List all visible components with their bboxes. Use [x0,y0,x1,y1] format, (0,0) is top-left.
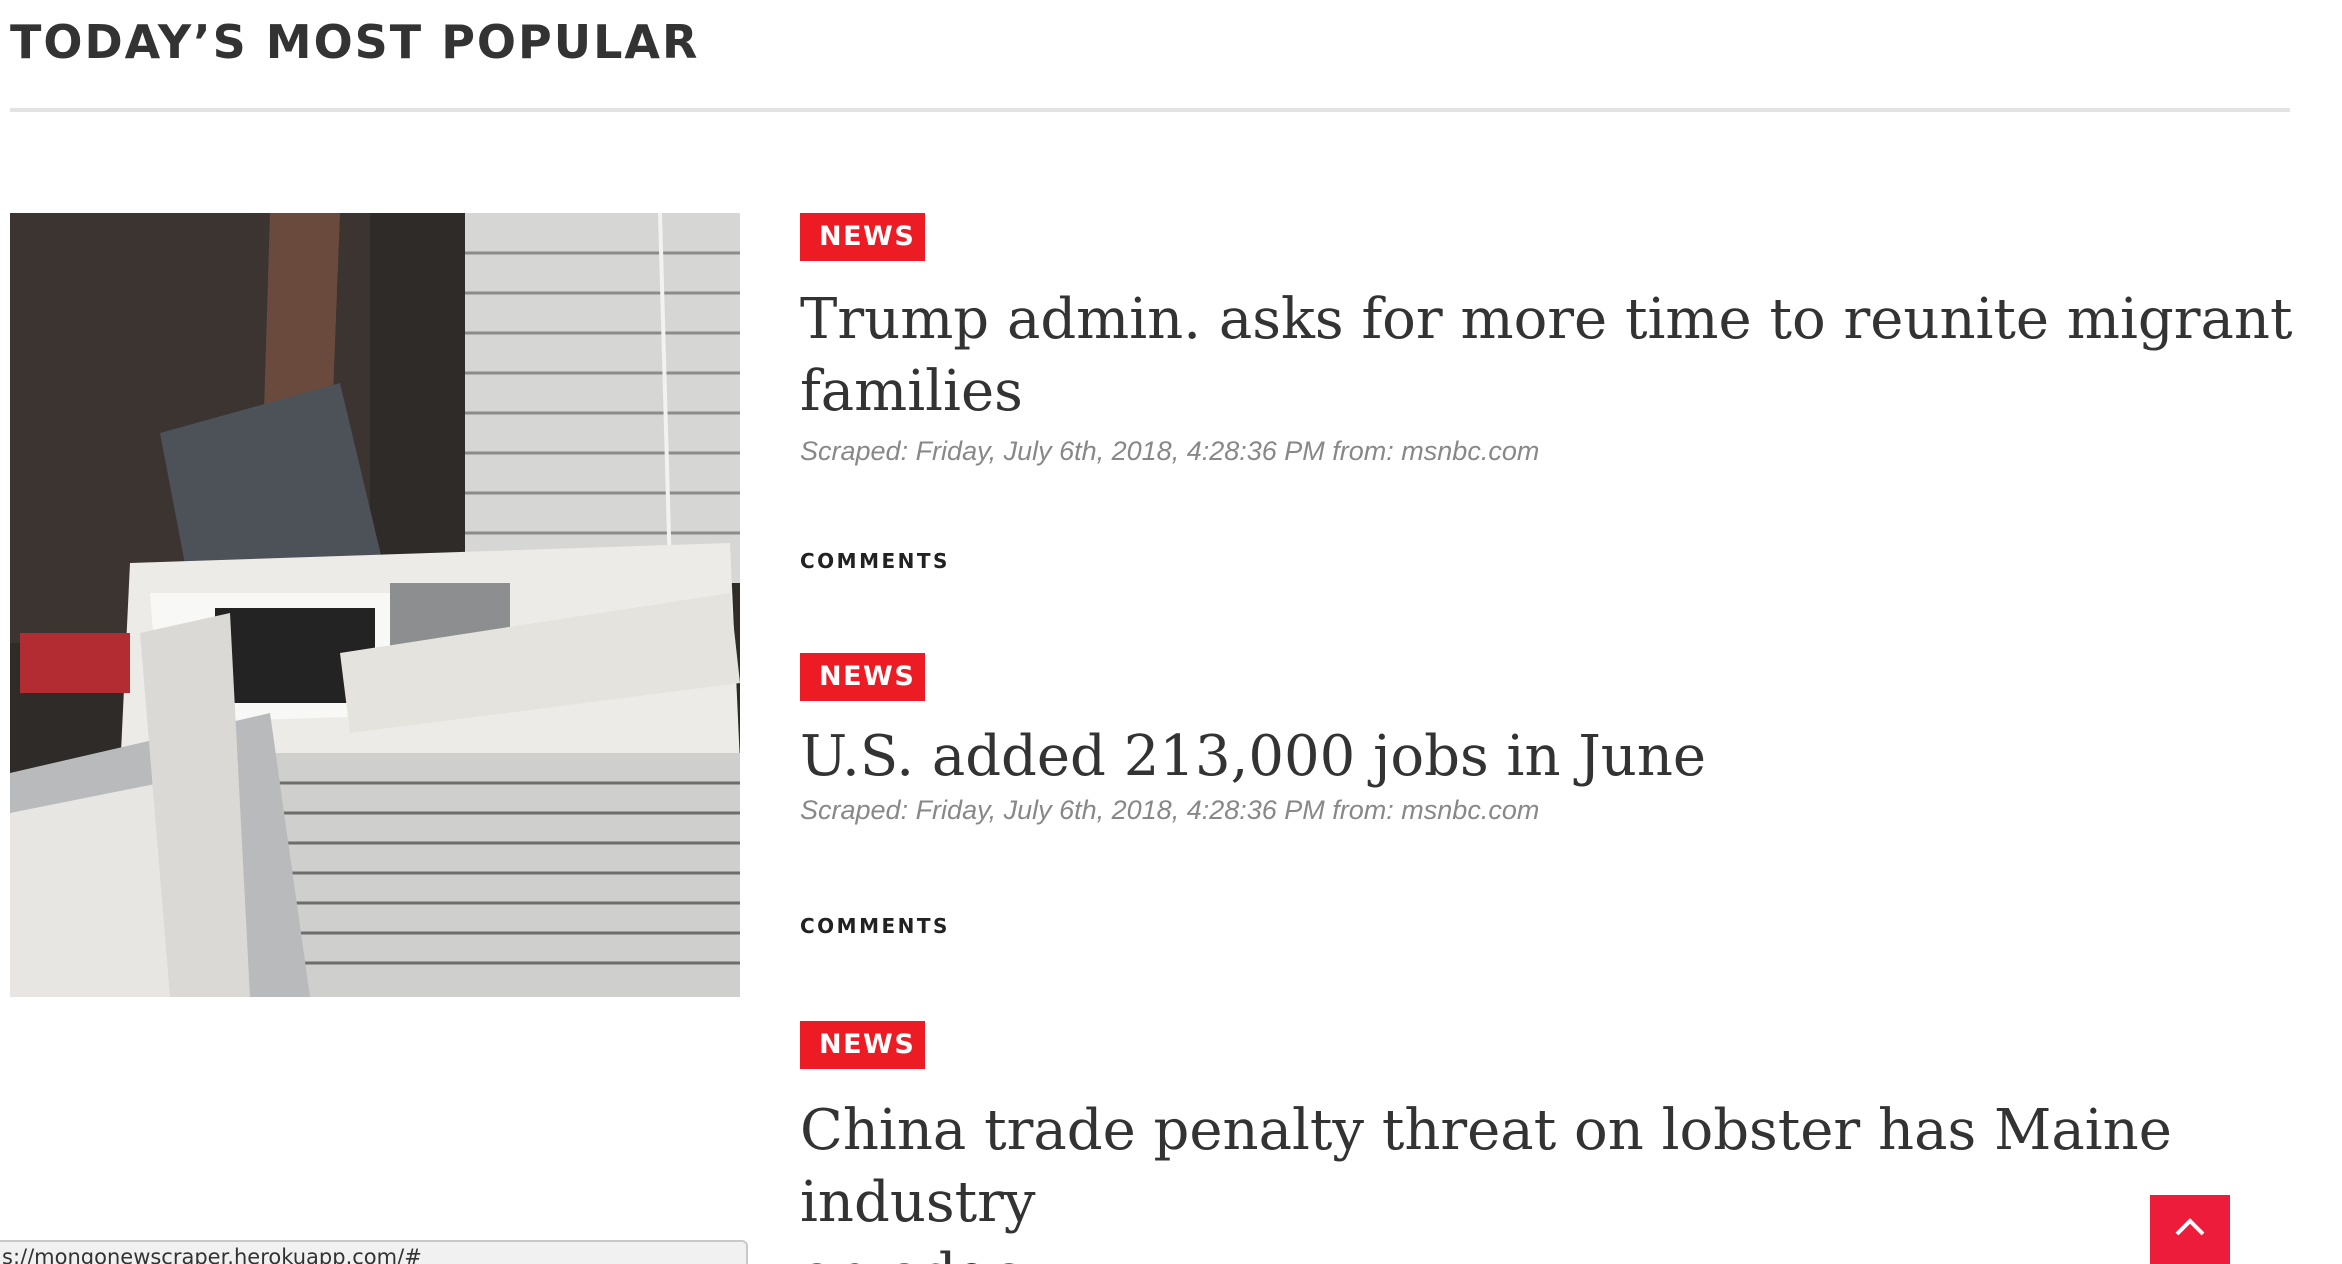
comments-link[interactable]: COMMENTS [800,549,950,573]
headline-line: families [800,359,1023,424]
section-divider [10,108,2290,112]
scroll-to-top-button[interactable] [2150,1195,2230,1264]
article-3: NEWS China trade penalty threat on lobst… [800,1021,2320,1264]
chevron-up-icon [2175,1218,2205,1236]
headline-line: on edge [800,1242,1026,1264]
article-headline[interactable]: U.S. added 213,000 jobs in June [800,721,2320,793]
article-headline[interactable]: China trade penalty threat on lobster ha… [800,1095,2320,1264]
article-meta: Scraped: Friday, July 6th, 2018, 4:28:36… [800,795,1540,825]
article-2: NEWS U.S. added 213,000 jobs in June Scr… [800,653,2320,938]
headline-line: China trade penalty threat on lobster ha… [800,1098,2172,1235]
section-title: TODAY’S MOST POPULAR [10,15,700,69]
headline-line: Trump admin. asks for more time to reuni… [800,287,2293,352]
comments-link[interactable]: COMMENTS [800,914,950,938]
category-tag[interactable]: NEWS [800,1021,925,1069]
article-meta: Scraped: Friday, July 6th, 2018, 4:28:36… [800,436,1540,466]
headline-line: U.S. added 213,000 jobs in June [800,724,1707,789]
category-tag[interactable]: NEWS [800,213,925,261]
category-tag[interactable]: NEWS [800,653,925,701]
article-headline[interactable]: Trump admin. asks for more time to reuni… [800,284,2320,428]
feature-image [10,213,740,997]
browser-status-bar: s://mongonewscraper.herokuapp.com/# [0,1240,748,1264]
article-1: NEWS Trump admin. asks for more time to … [800,213,2320,573]
